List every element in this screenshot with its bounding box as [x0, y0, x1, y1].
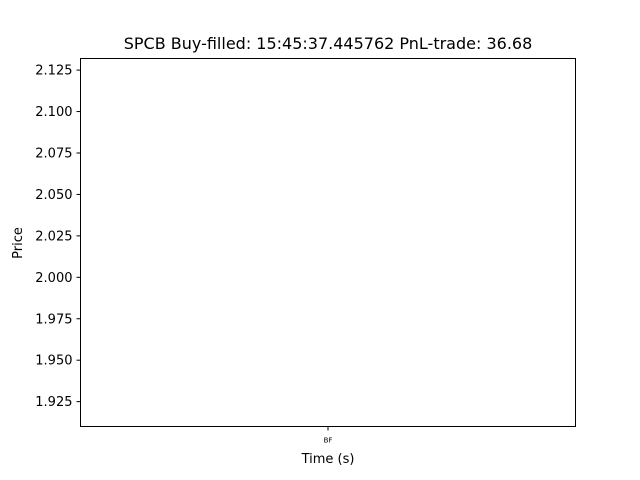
y-axis-label: Price: [11, 227, 26, 259]
y-tick-label: 2.025: [35, 229, 72, 244]
y-tick-label: 2.075: [35, 146, 72, 161]
y-tick-label: 2.100: [35, 105, 72, 120]
y-tick-label: 2.050: [35, 188, 72, 203]
plot-area: [80, 58, 576, 427]
y-tick-label: 1.950: [35, 354, 72, 369]
chart-title: SPCB Buy-filled: 15:45:37.445762 PnL-tra…: [124, 34, 533, 53]
x-axis-label: Time (s): [301, 452, 355, 467]
x-axis-ticks: BF: [324, 426, 333, 445]
y-tick-label: 2.125: [35, 64, 72, 79]
y-axis-ticks: 1.925 1.950 1.975 2.000 2.025 2.050 2.075 2.100…: [35, 64, 81, 410]
y-tick-label: 2.000: [35, 271, 72, 286]
y-tick-label: 1.975: [35, 312, 72, 327]
y-tick-label: 1.925: [35, 395, 72, 410]
x-tick-label: BF: [324, 437, 333, 445]
